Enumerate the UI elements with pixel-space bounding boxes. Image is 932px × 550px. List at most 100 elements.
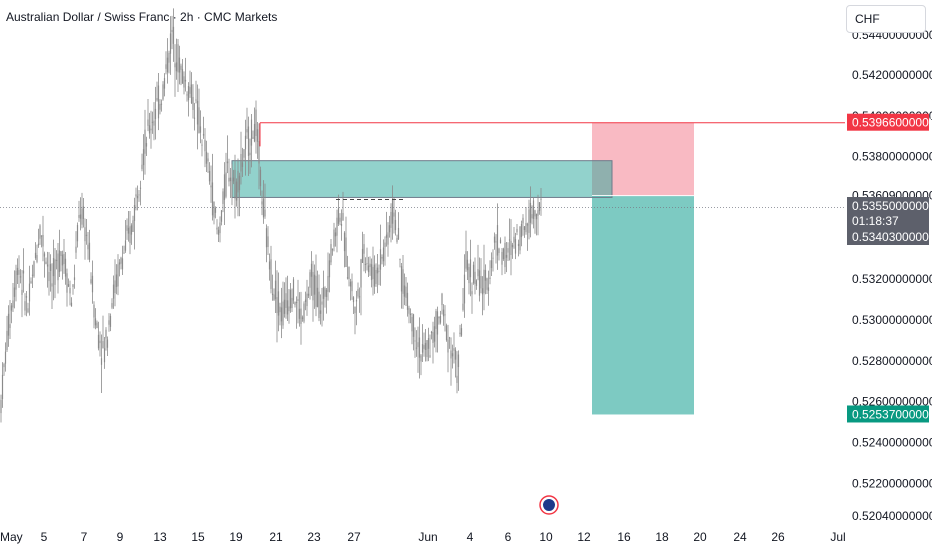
y-tick-label: 0.52040000000 [852, 509, 932, 523]
x-tick-label: 16 [617, 530, 631, 544]
candle-body [436, 311, 439, 335]
candle-body [400, 266, 403, 292]
x-tick-label: Jul [830, 530, 845, 544]
candle-body [46, 264, 49, 267]
candle-body [9, 324, 11, 329]
price-tag-label: 0.52537000000 [852, 407, 932, 421]
candle-body [64, 258, 67, 277]
candle-body [66, 273, 68, 293]
candle-body [360, 259, 362, 288]
candle-body [4, 351, 7, 364]
candle-body [292, 279, 295, 301]
candle-body [366, 263, 368, 265]
candle-body [253, 123, 256, 142]
candle-body [379, 249, 382, 270]
candle-body [165, 64, 167, 69]
candle-body [522, 217, 524, 224]
candle-body [180, 65, 182, 70]
candle-body [492, 257, 494, 259]
candle-body [136, 195, 139, 199]
candle-body [216, 227, 218, 230]
candle-body [405, 286, 407, 298]
candle-body [486, 278, 488, 290]
candle-body [336, 217, 338, 236]
candle-body [58, 250, 61, 272]
candle-body [372, 266, 374, 279]
candle-body [478, 270, 481, 296]
candle-body [280, 307, 283, 322]
candle-body [192, 96, 194, 110]
y-tick-label: 0.52800000000 [852, 354, 932, 368]
candle-body [442, 309, 445, 317]
candle-body [175, 62, 178, 72]
candle-body [271, 293, 274, 296]
y-tick-label: 0.52600000000 [852, 395, 932, 409]
candle-body [249, 152, 251, 156]
candle-body [12, 300, 14, 308]
candle-body [297, 299, 299, 302]
candle-body [19, 276, 22, 278]
candle-body [183, 76, 185, 88]
candle-body [184, 79, 187, 82]
candle-body [162, 84, 164, 100]
candle-body [525, 222, 527, 233]
candle-body [357, 289, 359, 297]
supply-zone-box [231, 160, 613, 198]
candle-body [231, 180, 233, 198]
candle-body [403, 285, 406, 297]
candle-body [409, 313, 412, 316]
candle-body [289, 289, 292, 309]
candle-body [168, 52, 170, 63]
candle-body [118, 262, 121, 265]
candle-body [193, 117, 196, 119]
candle-body [385, 234, 388, 238]
candle-body [507, 248, 509, 253]
candle-body [220, 210, 223, 222]
candle-body [475, 280, 478, 286]
candle-body [186, 94, 188, 96]
x-tick-label: 15 [191, 530, 205, 544]
candle-body [159, 103, 161, 110]
candle-body [207, 158, 209, 162]
price-tag-label: 01:18:37 [852, 214, 899, 228]
candle-body [3, 364, 5, 368]
candle-body [453, 348, 455, 351]
candle-body [202, 134, 205, 136]
x-tick-label: 24 [733, 530, 747, 544]
candle-body [484, 270, 487, 281]
candle-body [81, 208, 83, 225]
candle-body [316, 287, 319, 307]
candle-body [49, 264, 52, 271]
candle-body [313, 274, 316, 295]
time-axis[interactable]: May 5 7 9 13 15 19 21 23 27 Jun 4 6 10 12 16 18 20 24 26 Jul [0, 530, 846, 544]
candle-body [406, 292, 409, 310]
y-tick-label: 0.52400000000 [852, 435, 932, 449]
candle-body [424, 343, 427, 350]
candle-body [325, 289, 328, 298]
candle-body [169, 33, 172, 54]
candle-body [265, 228, 268, 248]
candle-body [468, 267, 470, 284]
candle-body [477, 269, 479, 277]
candle-body [457, 354, 460, 368]
candle-body [198, 107, 200, 134]
candle-body [171, 29, 173, 33]
candle-body [160, 103, 163, 105]
candle-body [55, 259, 58, 261]
candle-body [439, 315, 442, 323]
currency-button[interactable]: CHF [846, 5, 926, 33]
candle-body [456, 375, 458, 383]
candle-body [232, 177, 235, 182]
candle-body [318, 291, 320, 318]
candle-body [166, 57, 169, 73]
candle-body [106, 339, 109, 348]
candle-body [69, 288, 71, 294]
candle-body [319, 310, 322, 314]
candle-body [60, 251, 62, 257]
candle-body [327, 275, 329, 292]
price-tag-bg [847, 113, 929, 131]
candle-body [288, 306, 290, 312]
candle-body [294, 302, 296, 305]
candle-body [426, 340, 428, 358]
